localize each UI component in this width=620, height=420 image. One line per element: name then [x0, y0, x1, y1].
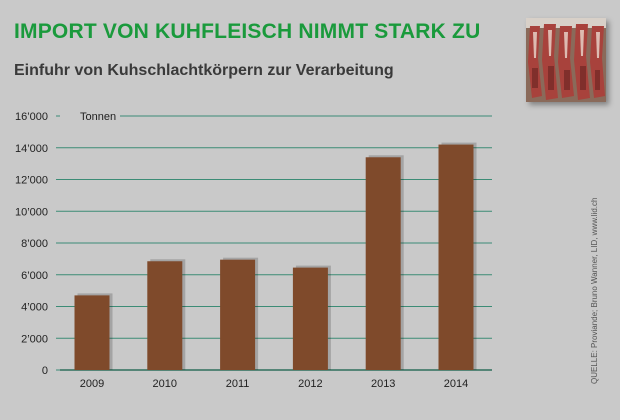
x-tick-label: 2011: [226, 378, 250, 390]
x-tick-label: 2009: [80, 378, 104, 390]
y-axis-unit-label: Tonnen: [80, 111, 116, 123]
y-tick-label: 16’000: [15, 111, 48, 123]
bar-2011: [220, 259, 256, 370]
y-tick-label: 12’000: [15, 175, 48, 187]
y-tick-label: 8’000: [21, 238, 48, 250]
y-tick-label: 0: [42, 365, 48, 377]
x-tick-label: 2010: [153, 378, 177, 390]
bar-2013: [365, 157, 401, 370]
bar-2010: [147, 261, 183, 370]
chart-title: IMPORT VON KUHFLEISCH NIMMT STARK ZU: [14, 20, 481, 43]
bar-2012: [292, 267, 328, 370]
y-tick-label: 4’000: [21, 302, 48, 314]
chart-subtitle: Einfuhr von Kuhschlachtkörpern zur Verar…: [14, 62, 394, 79]
x-tick-label: 2014: [444, 378, 468, 390]
y-tick-label: 14’000: [15, 143, 48, 155]
beef-carcass-photo: [526, 18, 606, 102]
bar-2014: [438, 144, 474, 370]
y-tick-label: 2’000: [21, 333, 48, 345]
y-tick-label: 10’000: [15, 206, 48, 218]
x-tick-label: 2013: [371, 378, 395, 390]
y-tick-label: 6’000: [21, 270, 48, 282]
bar-2009: [74, 295, 110, 370]
x-tick-label: 2012: [298, 378, 322, 390]
